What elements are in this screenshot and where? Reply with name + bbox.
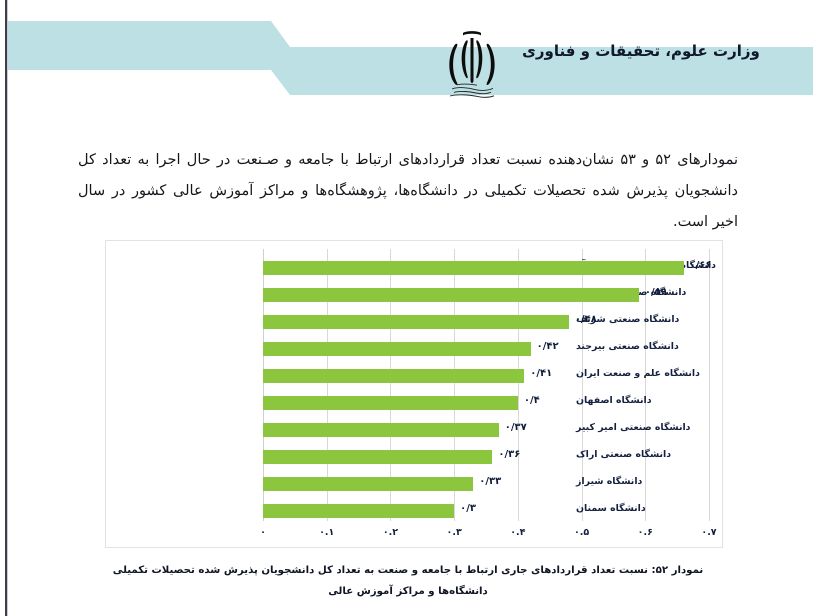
bar-value-label: ۰/۴۸	[574, 314, 597, 325]
bar-category-label: دانشگاه شیراز	[576, 476, 643, 487]
bar-value-label: ۰/۴۲	[536, 341, 559, 352]
gridline-2	[390, 249, 392, 521]
x-axis-tick-label: ۰.۶	[637, 527, 653, 538]
bar-category-label: دانشگاه صنعتی اراک	[576, 449, 672, 460]
x-axis-tick-label: ۰.۴	[510, 527, 526, 538]
bar-value-label: ۰/۳۶	[498, 449, 521, 460]
bar-value-label: ۰/۵۹	[644, 287, 667, 298]
bar-category-label: دانشگاه علم و صنعت ایران	[576, 368, 700, 379]
gridline-6	[645, 249, 647, 521]
x-axis-tick-label: ۰.۱	[319, 527, 335, 538]
chart-row[interactable]: دانشگاه شیراز ۰/۳۳	[106, 471, 724, 497]
bar-value-label: ۰/۶۶	[689, 260, 712, 271]
header-banner-shape	[8, 21, 813, 95]
bar-value-label: ۰/۳	[460, 503, 476, 514]
chart-row[interactable]: دانشگاه سیدجمال الدین اسدآبادی۰/۶۶	[106, 255, 724, 281]
x-axis-tick-label: ۰	[260, 527, 266, 538]
chart-row[interactable]: دانشگاه علم و صنعت ایران ۰/۴۱	[106, 363, 724, 389]
bar[interactable]	[263, 477, 474, 491]
iran-emblem-icon	[449, 31, 495, 98]
gridline-7	[709, 249, 710, 521]
bar-category-label: دانشگاه صنعتی بیرجند	[576, 341, 679, 352]
chart-panel: دانشگاه سیدجمال الدین اسدآبادی۰/۶۶دانشگا…	[105, 240, 723, 548]
bar[interactable]	[263, 423, 499, 437]
chart-caption: نمودار ۵۲: نسبت تعداد قراردادهای جاری ار…	[112, 565, 704, 597]
bar[interactable]	[263, 261, 684, 275]
bar-category-label: دانشگاه سمنان	[576, 503, 646, 514]
gridline-5	[581, 249, 583, 521]
bar-category-label: دانشگاه صنعتی شریف	[576, 314, 680, 325]
bar[interactable]	[263, 288, 639, 302]
page-header: وزارت علوم، تحقیقات و فناوری	[8, 0, 813, 118]
chart-row[interactable]: دانشگاه صنعتی اراک ۰/۳۶	[106, 444, 724, 470]
bar[interactable]	[263, 369, 525, 383]
chart-row[interactable]: دانشگاه صنعتی شریف ۰/۴۸	[106, 309, 724, 335]
ministry-title: وزارت علوم، تحقیقات و فناوری	[522, 42, 760, 60]
x-axis-tick-label: ۰.۵	[573, 527, 590, 538]
bar[interactable]	[263, 450, 493, 464]
bar[interactable]	[263, 342, 531, 356]
bar-value-label: ۰/۳۳	[479, 476, 502, 487]
x-axis-tick-label: ۰.۲	[382, 527, 399, 538]
chart-row[interactable]: دانشگاه صنعتی بیرجند ۰/۴۲	[106, 336, 724, 362]
gridline-0	[263, 249, 264, 521]
chart-plot-area: دانشگاه سیدجمال الدین اسدآبادی۰/۶۶دانشگا…	[106, 241, 724, 549]
bar[interactable]	[263, 315, 569, 329]
bar[interactable]	[263, 396, 518, 410]
gridline-1	[326, 249, 328, 521]
intro-paragraph: نمودارهای ۵۲ و ۵۳ نشان‌دهنده نسبت تعداد …	[78, 151, 738, 230]
gridline-4	[517, 249, 519, 521]
chart-row[interactable]: دانشگاه صنعتی امیر کبیر ۰/۳۷	[106, 417, 724, 443]
x-axis-tick-label: ۰.۳	[446, 527, 462, 538]
bar-value-label: ۰/۴۱	[530, 368, 553, 379]
gridline-3	[454, 249, 456, 521]
chart-row[interactable]: دانشگاه اصفهان ۰/۴	[106, 390, 724, 416]
bar-category-label: دانشگاه صنعتی امیر کبیر	[576, 422, 691, 433]
page-left-edge-shadow	[7, 0, 8, 616]
bar[interactable]	[263, 504, 455, 518]
chart-row[interactable]: دانشگاه سمنان ۰/۳	[106, 498, 724, 524]
page-left-edge	[5, 0, 7, 616]
bar-value-label: ۰/۴	[523, 395, 540, 406]
bar-value-label: ۰/۳۷	[504, 422, 527, 433]
bar-category-label: دانشگاه اصفهان	[576, 395, 652, 406]
x-axis-tick-label: ۰.۷	[701, 527, 717, 538]
